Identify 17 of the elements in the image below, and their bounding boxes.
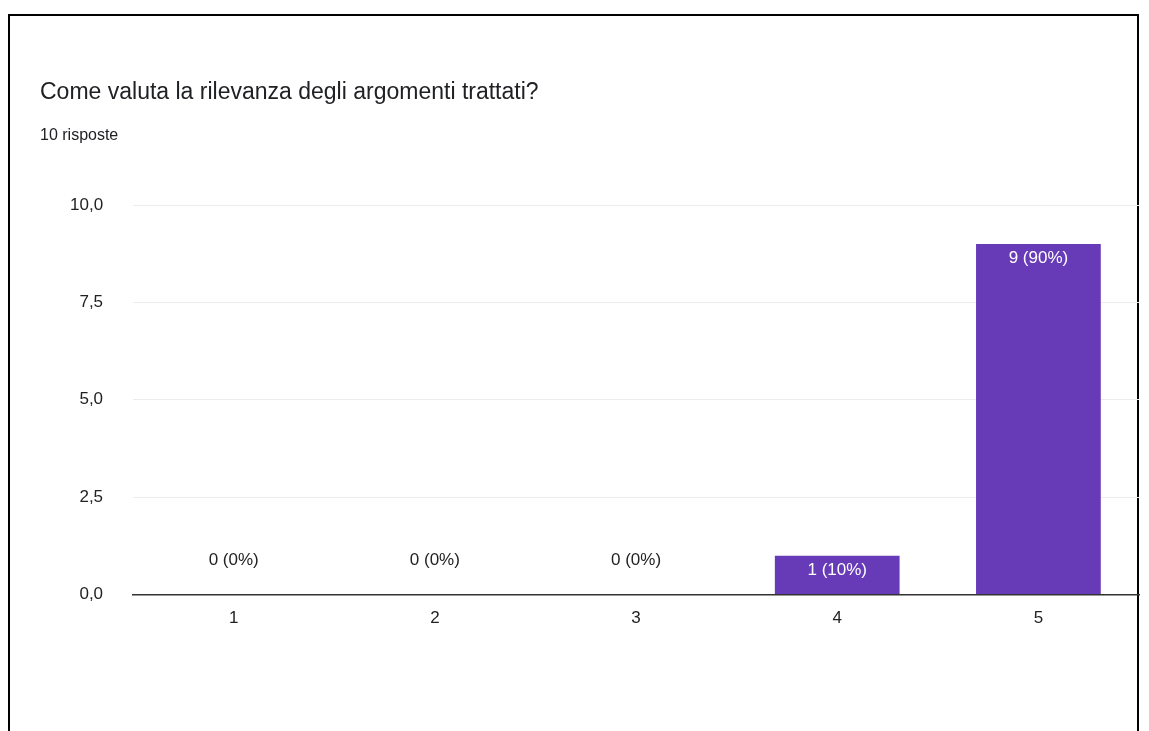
data-label: 0 (0%) [208, 549, 259, 569]
data-label: 0 (0%) [611, 549, 662, 569]
data-label: 1 (10%) [807, 559, 867, 579]
y-tick-label: 0,0 [79, 584, 104, 604]
x-tick-label: 3 [631, 608, 641, 628]
x-tick-label: 5 [1033, 608, 1044, 628]
chart-subtitle: 10 risposte [40, 126, 119, 144]
data-label: 9 (90%) [1008, 248, 1069, 268]
y-tick-label: 2,5 [79, 486, 104, 506]
chart-title: Come valuta la rilevanza degli argomenti trattati? [40, 78, 539, 105]
x-tick-label: 1 [228, 608, 239, 628]
y-tick-label: 10,0 [69, 194, 104, 214]
y-tick-label: 5,0 [79, 389, 104, 409]
y-tick-label: 7,5 [79, 292, 104, 312]
x-tick-label: 4 [832, 608, 842, 628]
x-tick-label: 2 [430, 608, 440, 628]
data-label: 0 (0%) [409, 549, 460, 569]
